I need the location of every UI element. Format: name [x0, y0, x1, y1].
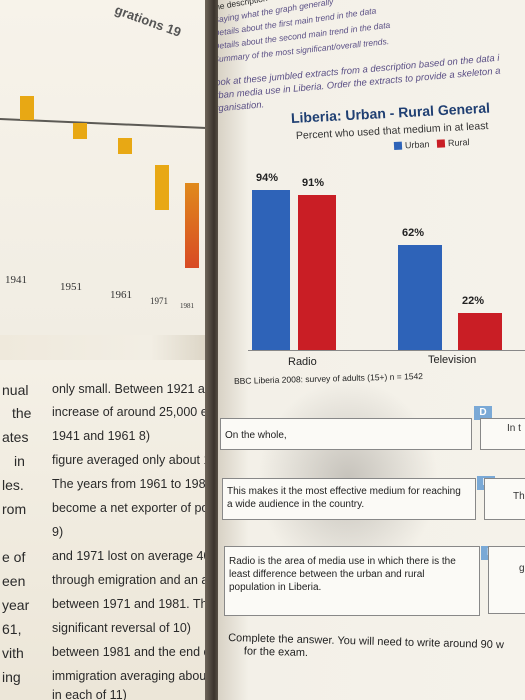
year-label: 1981: [180, 302, 194, 310]
extract-box-d-next[interactable]: In t: [480, 418, 525, 450]
extract-box-f[interactable]: Radio is the area of media use in which …: [224, 546, 480, 616]
body-line: between 1981 and the end of: [52, 645, 214, 659]
chart-baseline: [248, 350, 525, 351]
margin-fragment: vith: [2, 645, 24, 661]
year-label: 1971: [150, 296, 168, 306]
margin-fragment: nual: [2, 382, 29, 398]
bar-rural-television: [458, 312, 502, 350]
value-label-urban-radio: 94%: [256, 172, 279, 185]
year-label: 1961: [110, 289, 132, 301]
box-tag-d: D: [474, 406, 492, 420]
year-label: 1951: [60, 281, 82, 293]
extract-box-e[interactable]: This makes it the most effective medium …: [222, 478, 476, 520]
year-label: 1941: [5, 274, 27, 286]
edge-fragment: In t: [507, 423, 521, 434]
migration-chart-heading: grations 19: [112, 2, 184, 40]
edge-fragment: Th: [513, 491, 525, 502]
margin-fragment: year: [2, 597, 30, 613]
body-line: figure averaged only about 12,00: [52, 453, 215, 467]
margin-fragment: les.: [2, 477, 24, 493]
migration-bar: [185, 183, 199, 268]
chart-legend: Urban Rural: [393, 137, 470, 151]
edge-fragment: g: [519, 563, 525, 574]
left-page: grations 19 1941 1951 1961 1971 1981 nua…: [0, 0, 215, 700]
body-line: and 1971 lost on average 40,0: [52, 549, 215, 563]
complete-instruction: Complete the answer. You will need to wr…: [228, 632, 504, 665]
legend-label-urban: Urban: [404, 139, 430, 151]
margin-fragment: ates: [2, 429, 29, 445]
extract-text-f: Radio is the area of media use in which …: [229, 556, 456, 593]
extract-box-d[interactable]: On the whole,: [220, 418, 472, 450]
body-line: only small. Between 1921 and 19: [52, 382, 215, 396]
bar-rural-radio: [298, 195, 336, 350]
body-line: 1941 and 1961 8): [52, 429, 151, 443]
bar-urban-radio: [252, 190, 290, 350]
margin-fragment: e of: [2, 549, 26, 565]
legend-swatch-rural: [436, 139, 446, 148]
value-label-rural-radio: 91%: [302, 177, 325, 190]
body-line: The years from 1961 to 198: [52, 477, 206, 491]
body-line: increase of around 25,000 each: [52, 405, 215, 419]
extract-text-e: This makes it the most effective medium …: [227, 486, 461, 510]
left-body-text: nual the ates in les. rom e of een year …: [0, 360, 215, 700]
migration-bar: [155, 165, 169, 210]
margin-fragment: rom: [2, 501, 27, 517]
margin-fragment: een: [2, 573, 26, 589]
value-label-urban-television: 62%: [402, 226, 425, 239]
migration-bar: [118, 138, 132, 154]
category-label-television: Television: [428, 354, 477, 366]
bar-urban-television: [398, 244, 442, 350]
body-line: between 1971 and 1981. There: [52, 597, 215, 611]
body-line: become a net exporter of popula: [52, 501, 215, 515]
body-line: significant reversal of 10): [52, 621, 191, 635]
migration-bar: [20, 96, 34, 120]
extract-text-d: On the whole,: [225, 430, 287, 441]
body-line: 9): [52, 525, 64, 539]
legend-swatch-urban: [393, 141, 403, 150]
margin-fragment: ing: [2, 669, 21, 685]
body-line: immigration averaging about 65,0: [52, 669, 215, 683]
task-line: organisation.: [218, 99, 265, 115]
migration-chart: grations 19 1941 1951 1961 1971 1981: [0, 0, 215, 335]
extract-box-f-next[interactable]: g: [488, 546, 525, 614]
margin-fragment: the: [12, 405, 32, 421]
body-line: through emigration and an average: [52, 573, 215, 587]
category-label-radio: Radio: [288, 356, 317, 368]
value-label-rural-television: 22%: [462, 294, 485, 307]
migration-bar: [73, 123, 87, 139]
extract-box-e-next[interactable]: Th: [484, 478, 525, 520]
right-page: The description • Saying what the graph …: [218, 0, 525, 700]
margin-fragment: 61,: [2, 621, 22, 637]
body-line: in each of 11): [52, 688, 127, 700]
margin-fragment: in: [14, 453, 25, 469]
legend-label-rural: Rural: [447, 137, 470, 149]
